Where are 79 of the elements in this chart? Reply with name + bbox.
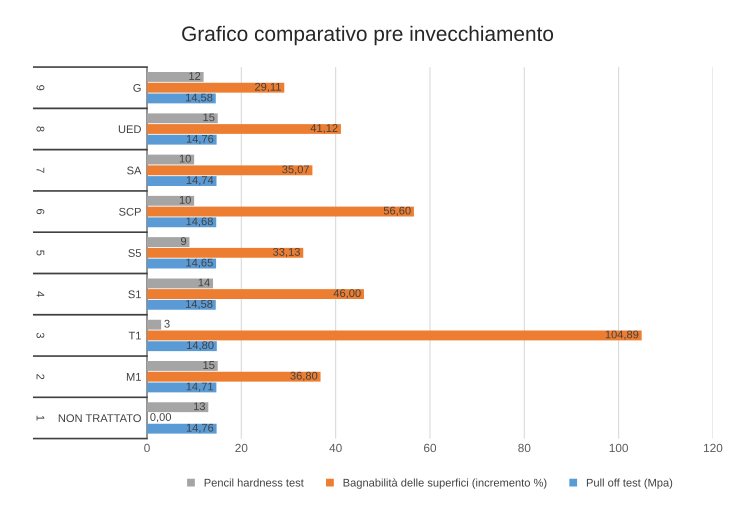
bar [147, 94, 216, 104]
y-tick-label: T1 [128, 332, 141, 340]
data-label: 0,00 [150, 413, 172, 422]
text: 7 [36, 168, 44, 173]
x-tick-label: 100 [610, 444, 628, 452]
legend-label: Pencil hardness test [204, 478, 304, 487]
bar [147, 237, 190, 248]
x-tick-label: 20 [235, 444, 248, 452]
bar [147, 320, 162, 330]
data-label: 14,76 [186, 424, 214, 433]
bar [147, 72, 204, 82]
text: 9 [36, 85, 44, 90]
bar [147, 330, 642, 340]
text: 8 [36, 126, 44, 132]
text: 3 [36, 332, 44, 338]
data-label: 14 [198, 278, 210, 286]
data-label: 33,13 [273, 248, 300, 258]
bar [147, 248, 304, 258]
chart-title: Grafico comparativo pre invecchiamento [182, 26, 554, 46]
data-label: 14,68 [186, 217, 213, 227]
data-label: 35,07 [282, 165, 310, 175]
y-tick-label: S5 [128, 249, 141, 257]
data-label: 10 [180, 154, 191, 163]
data-label: 10 [180, 196, 191, 204]
bar [147, 196, 194, 206]
data-label: 14,74 [186, 176, 214, 186]
bar [147, 382, 216, 392]
data-label: 46,00 [334, 289, 361, 298]
bar [147, 154, 194, 164]
data-label: 14,76 [186, 134, 214, 144]
x-tick-label: 80 [518, 444, 530, 452]
bar [147, 113, 218, 124]
data-label: 9 [180, 237, 186, 246]
x-tick-label: 60 [424, 444, 436, 452]
bar [147, 372, 321, 382]
data-label: 29,11 [255, 82, 281, 92]
text: 4 [36, 291, 44, 297]
bar [147, 341, 217, 352]
data-label: 14,58 [186, 94, 212, 103]
data-label: 14,71 [186, 382, 214, 392]
bar [147, 300, 216, 310]
text: 2 [36, 374, 44, 380]
data-label: 36,80 [290, 372, 318, 381]
data-label: 41,12 [310, 124, 338, 134]
data-label: 14,80 [187, 341, 214, 350]
y-tick-label: S1 [128, 290, 141, 298]
bar [147, 289, 364, 300]
bar [147, 176, 217, 186]
y-tick-label: SCP [119, 208, 141, 216]
x-tick-label: 120 [704, 444, 722, 452]
bar [147, 402, 208, 412]
text: 6 [36, 209, 44, 214]
y-tick-label: G [133, 84, 141, 92]
bar [147, 165, 312, 176]
y-tick-label: UED [118, 125, 141, 134]
x-tick-label: 40 [329, 444, 342, 452]
data-label: 3 [164, 320, 170, 328]
bar [147, 258, 216, 269]
legend-label: Bagnabilità delle superfici (incremento %) [344, 478, 546, 489]
y-tick-label: M1 [126, 373, 141, 381]
bar [147, 361, 218, 371]
data-label: 13 [194, 402, 205, 410]
text: 5 [36, 250, 44, 256]
legend-label: Pull off test (Mpa) [586, 478, 672, 489]
data-label: 12 [189, 72, 200, 80]
data-label: 104,89 [606, 330, 638, 340]
data-label: 14,65 [186, 258, 213, 268]
bar [147, 206, 414, 216]
data-label: 15 [203, 113, 214, 122]
text: 1 [36, 416, 44, 421]
bar [147, 278, 214, 288]
x-tick-label: 0 [144, 444, 150, 452]
y-tick-label: SA [127, 166, 142, 174]
bar [147, 124, 341, 134]
data-label: 56,60 [384, 206, 411, 216]
data-label: 15 [203, 361, 214, 369]
data-label: 14,58 [186, 300, 212, 310]
bar [147, 82, 284, 93]
y-tick-label: NON TRATTATO [58, 414, 141, 422]
